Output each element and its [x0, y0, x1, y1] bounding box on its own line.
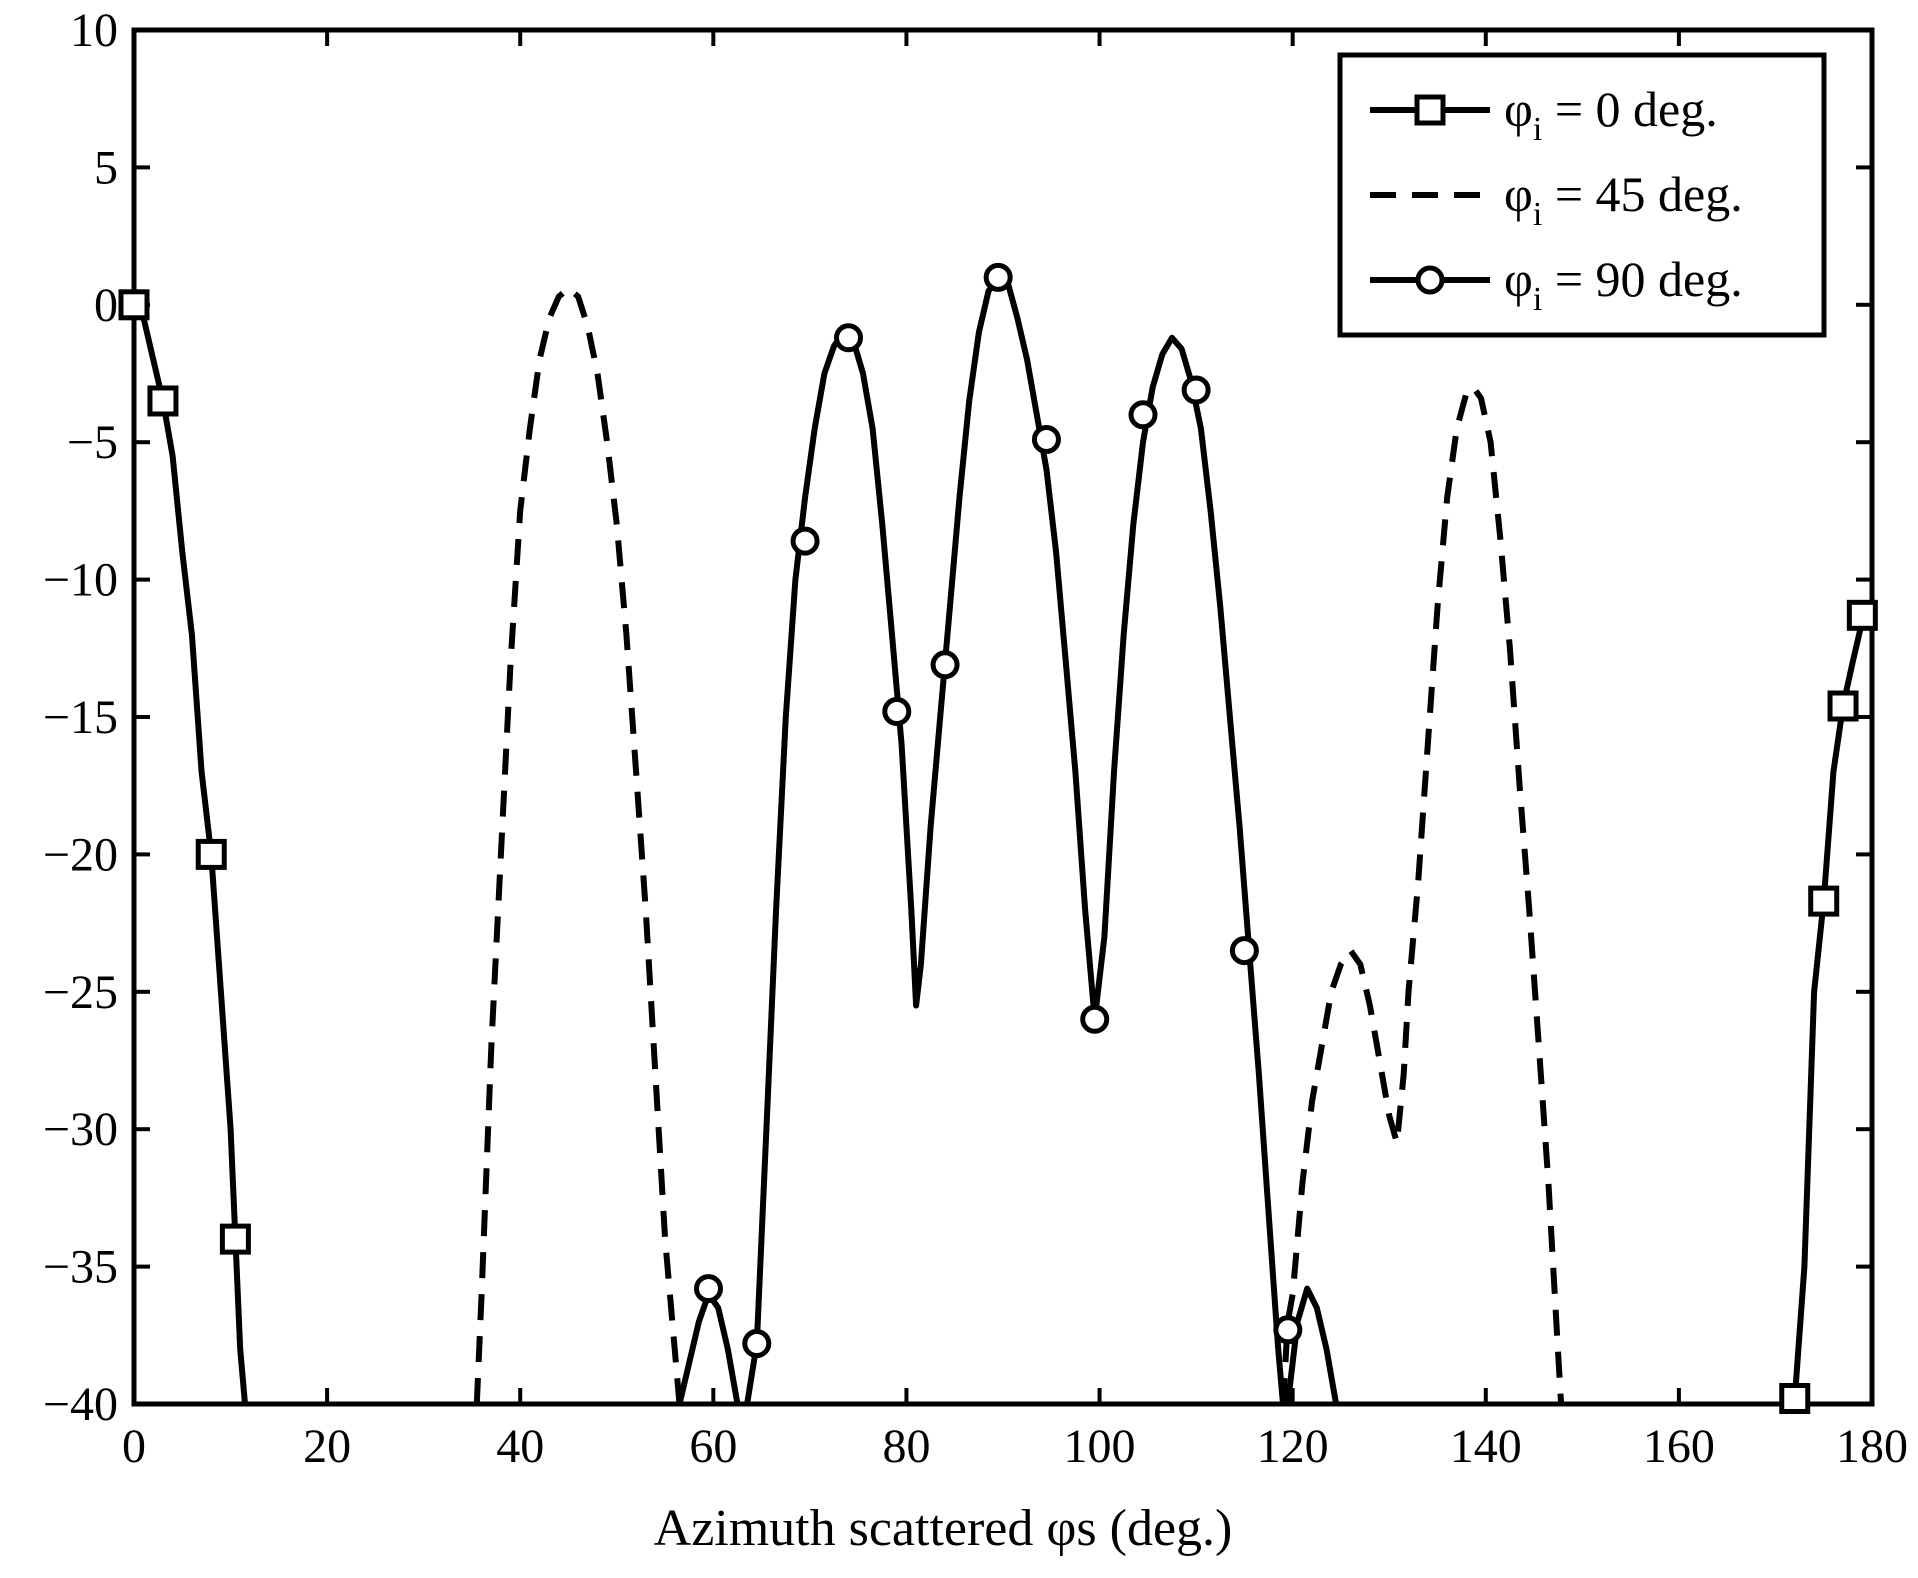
- circle-marker: [834, 323, 864, 353]
- legend-label-1: φi = 45 deg.: [1504, 166, 1743, 233]
- series-line-1: [1280, 384, 1565, 1405]
- circle-marker: [1080, 1004, 1110, 1034]
- circle-marker: [1229, 936, 1259, 966]
- circle-marker: [1031, 424, 1061, 454]
- series-line-2: [1284, 1285, 1340, 1405]
- square-marker: [1808, 885, 1840, 917]
- y-tick-label: −10: [43, 554, 118, 607]
- x-tick-label: 20: [303, 1420, 351, 1473]
- x-tick-label: 100: [1064, 1420, 1136, 1473]
- square-marker: [219, 1223, 251, 1255]
- y-tick-label: −20: [43, 828, 118, 881]
- series-line-1: [473, 285, 683, 1405]
- legend-label-0: φi = 0 deg.: [1504, 81, 1718, 148]
- x-tick-label: 0: [122, 1420, 146, 1473]
- series-line-0: [1787, 605, 1875, 1406]
- legend-square-marker: [1414, 94, 1446, 126]
- square-marker: [118, 289, 150, 321]
- square-marker: [1846, 599, 1878, 631]
- y-tick-label: −25: [43, 966, 118, 1019]
- y-tick-label: 0: [94, 279, 118, 332]
- x-tick-label: 180: [1836, 1420, 1908, 1473]
- circle-marker: [790, 526, 820, 556]
- x-tick-label: 60: [689, 1420, 737, 1473]
- y-tick-label: −15: [43, 691, 118, 744]
- y-tick-label: 5: [94, 141, 118, 194]
- y-tick-label: −30: [43, 1103, 118, 1156]
- square-marker: [1827, 690, 1859, 722]
- x-tick-label: 160: [1643, 1420, 1715, 1473]
- y-tick-label: −35: [43, 1241, 118, 1294]
- legend-label-2: φi = 90 deg.: [1504, 251, 1743, 318]
- x-tick-label: 80: [882, 1420, 930, 1473]
- circle-marker: [1128, 400, 1158, 430]
- circle-marker: [742, 1329, 772, 1359]
- circle-marker: [983, 262, 1013, 292]
- square-marker: [1779, 1383, 1811, 1415]
- y-tick-label: 10: [70, 4, 118, 57]
- x-axis-title: Azimuth scattered φs (deg.): [654, 1500, 1233, 1557]
- circle-marker: [1273, 1315, 1303, 1345]
- y-tick-label: −5: [67, 416, 118, 469]
- square-marker: [195, 838, 227, 870]
- x-tick-label: 40: [496, 1420, 544, 1473]
- series-line-0: [131, 303, 248, 1405]
- circle-marker: [694, 1274, 724, 1304]
- series-line-2: [744, 274, 1286, 1405]
- series-line-2: [676, 1291, 741, 1405]
- circle-marker: [1181, 375, 1211, 405]
- circle-marker: [882, 697, 912, 727]
- circle-marker: [930, 650, 960, 680]
- x-tick-label: 140: [1450, 1420, 1522, 1473]
- x-tick-label: 120: [1257, 1420, 1329, 1473]
- legend-circle-marker: [1415, 265, 1445, 295]
- square-marker: [147, 385, 179, 417]
- y-tick-label: −40: [43, 1378, 118, 1431]
